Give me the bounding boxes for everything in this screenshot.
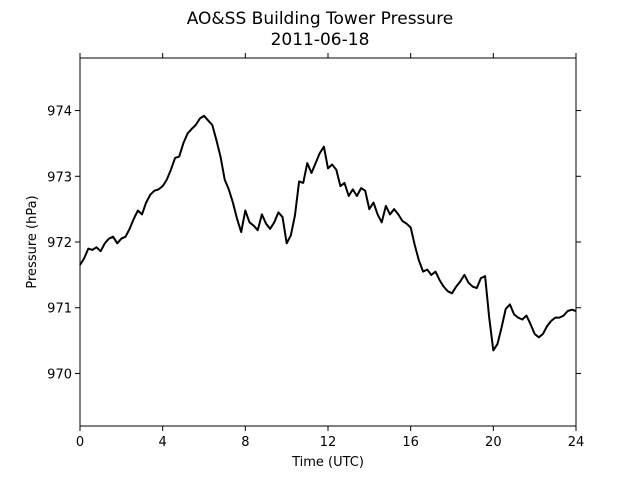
- y-axis-label: Pressure (hPa): [25, 195, 40, 288]
- y-tick-label: 973: [47, 170, 72, 185]
- x-tick-label: 12: [320, 435, 337, 450]
- x-tick-label: 20: [485, 435, 502, 450]
- x-axis-ticks: 0 4 8 12 16 20 24: [76, 53, 584, 450]
- plot-frame: [79, 57, 577, 427]
- x-tick-label: 24: [568, 435, 585, 450]
- x-tick-label: 4: [159, 435, 167, 450]
- chart-title: AO&SS Building Tower Pressure: [187, 9, 454, 29]
- chart-subtitle: 2011-06-18: [271, 30, 370, 50]
- y-tick-label: 970: [47, 367, 72, 382]
- y-tick-label: 974: [47, 105, 72, 120]
- pressure-series-line: [79, 114, 577, 352]
- y-tick-label: 972: [47, 236, 72, 251]
- x-tick-label: 8: [241, 435, 249, 450]
- x-tick-label: 0: [76, 435, 84, 450]
- x-tick-label: 16: [402, 435, 419, 450]
- y-axis-ticks: 970 971 972 973 974: [47, 105, 581, 382]
- x-axis-label: Time (UTC): [291, 455, 364, 470]
- y-tick-label: 971: [47, 302, 72, 317]
